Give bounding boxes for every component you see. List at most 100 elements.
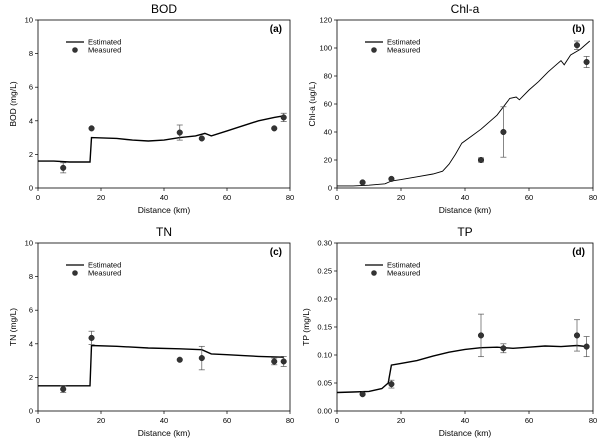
y-tick-label: 40 — [324, 128, 332, 137]
chart-panel-1: Chl-a (b) 0 20 40 60 80 0 20 40 60 80 100 120 Distance… — [307, 2, 597, 215]
x-tick-label: 40 — [461, 193, 469, 202]
x-axis-label: Distance (km) — [439, 428, 492, 438]
chart-panel-3: TP (d) 0 20 40 60 80 0.00 0.05 0.10 0.15 0.20 0.25 0.… — [301, 225, 597, 438]
measured-point — [176, 356, 183, 363]
measured-point — [198, 135, 205, 142]
y-tick-label: 0 — [29, 184, 33, 193]
measured-point — [359, 391, 366, 398]
measured-point — [477, 156, 485, 164]
y-axis-label: TP (mg/L) — [301, 308, 311, 346]
legend-label-estimated: Estimated — [88, 38, 121, 47]
series-line-estimated — [336, 344, 587, 394]
y-tick-label: 0.10 — [317, 351, 332, 360]
measured-point — [88, 334, 95, 341]
y-axis-label: TN (mg/L) — [8, 308, 18, 346]
x-tick-label: 80 — [286, 416, 294, 425]
legend-point-swatch — [371, 270, 377, 276]
legend-label-estimated: Estimated — [88, 261, 121, 270]
y-tick-label: 0.15 — [317, 323, 332, 332]
measured-point — [271, 125, 278, 132]
legend-label-measured: Measured — [88, 46, 121, 55]
x-axis-label: Distance (km) — [138, 428, 191, 438]
measured-point — [176, 129, 183, 136]
legend-label-estimated: Estimated — [387, 261, 420, 270]
legend-label-estimated: Estimated — [387, 38, 420, 47]
plot-frame — [336, 242, 594, 412]
chart-title: TN — [156, 225, 172, 239]
measured-point — [198, 355, 205, 362]
y-tick-label: 4 — [29, 116, 33, 125]
x-tick-label: 80 — [286, 193, 294, 202]
chart-title: TP — [457, 225, 472, 239]
measured-point — [477, 332, 485, 339]
measured-point — [60, 386, 67, 393]
legend-point-swatch — [72, 270, 78, 276]
measured-point — [388, 175, 395, 182]
y-tick-label: 8 — [29, 49, 33, 58]
measured-point — [359, 179, 366, 186]
measured-point — [280, 114, 287, 121]
measured-point — [60, 164, 67, 171]
y-tick-label: 0 — [328, 184, 332, 193]
x-tick-label: 0 — [36, 193, 40, 202]
measured-point — [583, 58, 590, 66]
measured-point — [88, 125, 95, 132]
series-line-estimated — [38, 344, 284, 387]
y-tick-label: 60 — [324, 100, 332, 109]
chart-panel-0: BOD (a) 0 20 40 60 80 0 2 4 6 8 10 Distance (km) BOD (… — [8, 2, 294, 215]
y-tick-label: 120 — [319, 16, 332, 25]
y-tick-label: 6 — [29, 306, 33, 315]
x-tick-label: 20 — [97, 416, 105, 425]
series-line-estimated — [38, 115, 284, 163]
y-tick-label: 2 — [29, 373, 33, 382]
x-axis-label: Distance (km) — [439, 205, 492, 215]
measured-point — [280, 358, 287, 365]
y-tick-label: 0.05 — [317, 379, 332, 388]
y-tick-label: 6 — [29, 83, 33, 92]
measured-point — [388, 381, 395, 388]
x-tick-label: 0 — [36, 416, 40, 425]
legend-label-measured: Measured — [387, 46, 420, 55]
y-tick-label: 10 — [25, 239, 33, 248]
y-tick-label: 0.00 — [317, 407, 332, 416]
y-tick-label: 100 — [319, 44, 332, 53]
x-tick-label: 20 — [397, 193, 405, 202]
y-tick-label: 4 — [29, 339, 33, 348]
x-tick-label: 80 — [589, 193, 597, 202]
panel-label: (d) — [572, 247, 585, 258]
measured-point — [271, 358, 278, 365]
y-axis-label: BOD (mg/L) — [8, 81, 18, 127]
x-tick-label: 60 — [223, 416, 231, 425]
measured-point — [583, 343, 590, 350]
series-line-estimated — [337, 40, 591, 187]
measured-point — [500, 345, 507, 352]
y-tick-label: 2 — [29, 150, 33, 159]
panel-label: (b) — [572, 24, 585, 35]
measured-point — [573, 332, 581, 339]
legend-point-swatch — [72, 47, 78, 53]
panel-label: (c) — [270, 247, 282, 258]
legend-label-measured: Measured — [88, 269, 121, 278]
x-tick-label: 40 — [461, 416, 469, 425]
x-tick-label: 40 — [160, 193, 168, 202]
y-tick-label: 10 — [25, 16, 33, 25]
plot-frame — [37, 19, 291, 189]
x-tick-label: 20 — [397, 416, 405, 425]
plot-frame — [336, 19, 594, 189]
x-tick-label: 80 — [589, 416, 597, 425]
legend-point-swatch — [371, 47, 377, 53]
measured-point — [573, 42, 581, 49]
x-tick-label: 0 — [335, 193, 339, 202]
x-tick-label: 20 — [97, 193, 105, 202]
y-tick-label: 8 — [29, 272, 33, 281]
legend-label-measured: Measured — [387, 269, 420, 278]
chart-title: Chl-a — [451, 2, 480, 16]
y-tick-label: 20 — [324, 156, 332, 165]
y-tick-label: 80 — [324, 72, 332, 81]
chart-panel-2: TN (c) 0 20 40 60 80 0 2 4 6 8 10 Distance (km) TN (mg… — [8, 225, 294, 438]
y-tick-label: 0.20 — [317, 295, 332, 304]
x-tick-label: 0 — [335, 416, 339, 425]
x-axis-label: Distance (km) — [138, 205, 191, 215]
y-tick-label: 0.25 — [317, 267, 332, 276]
